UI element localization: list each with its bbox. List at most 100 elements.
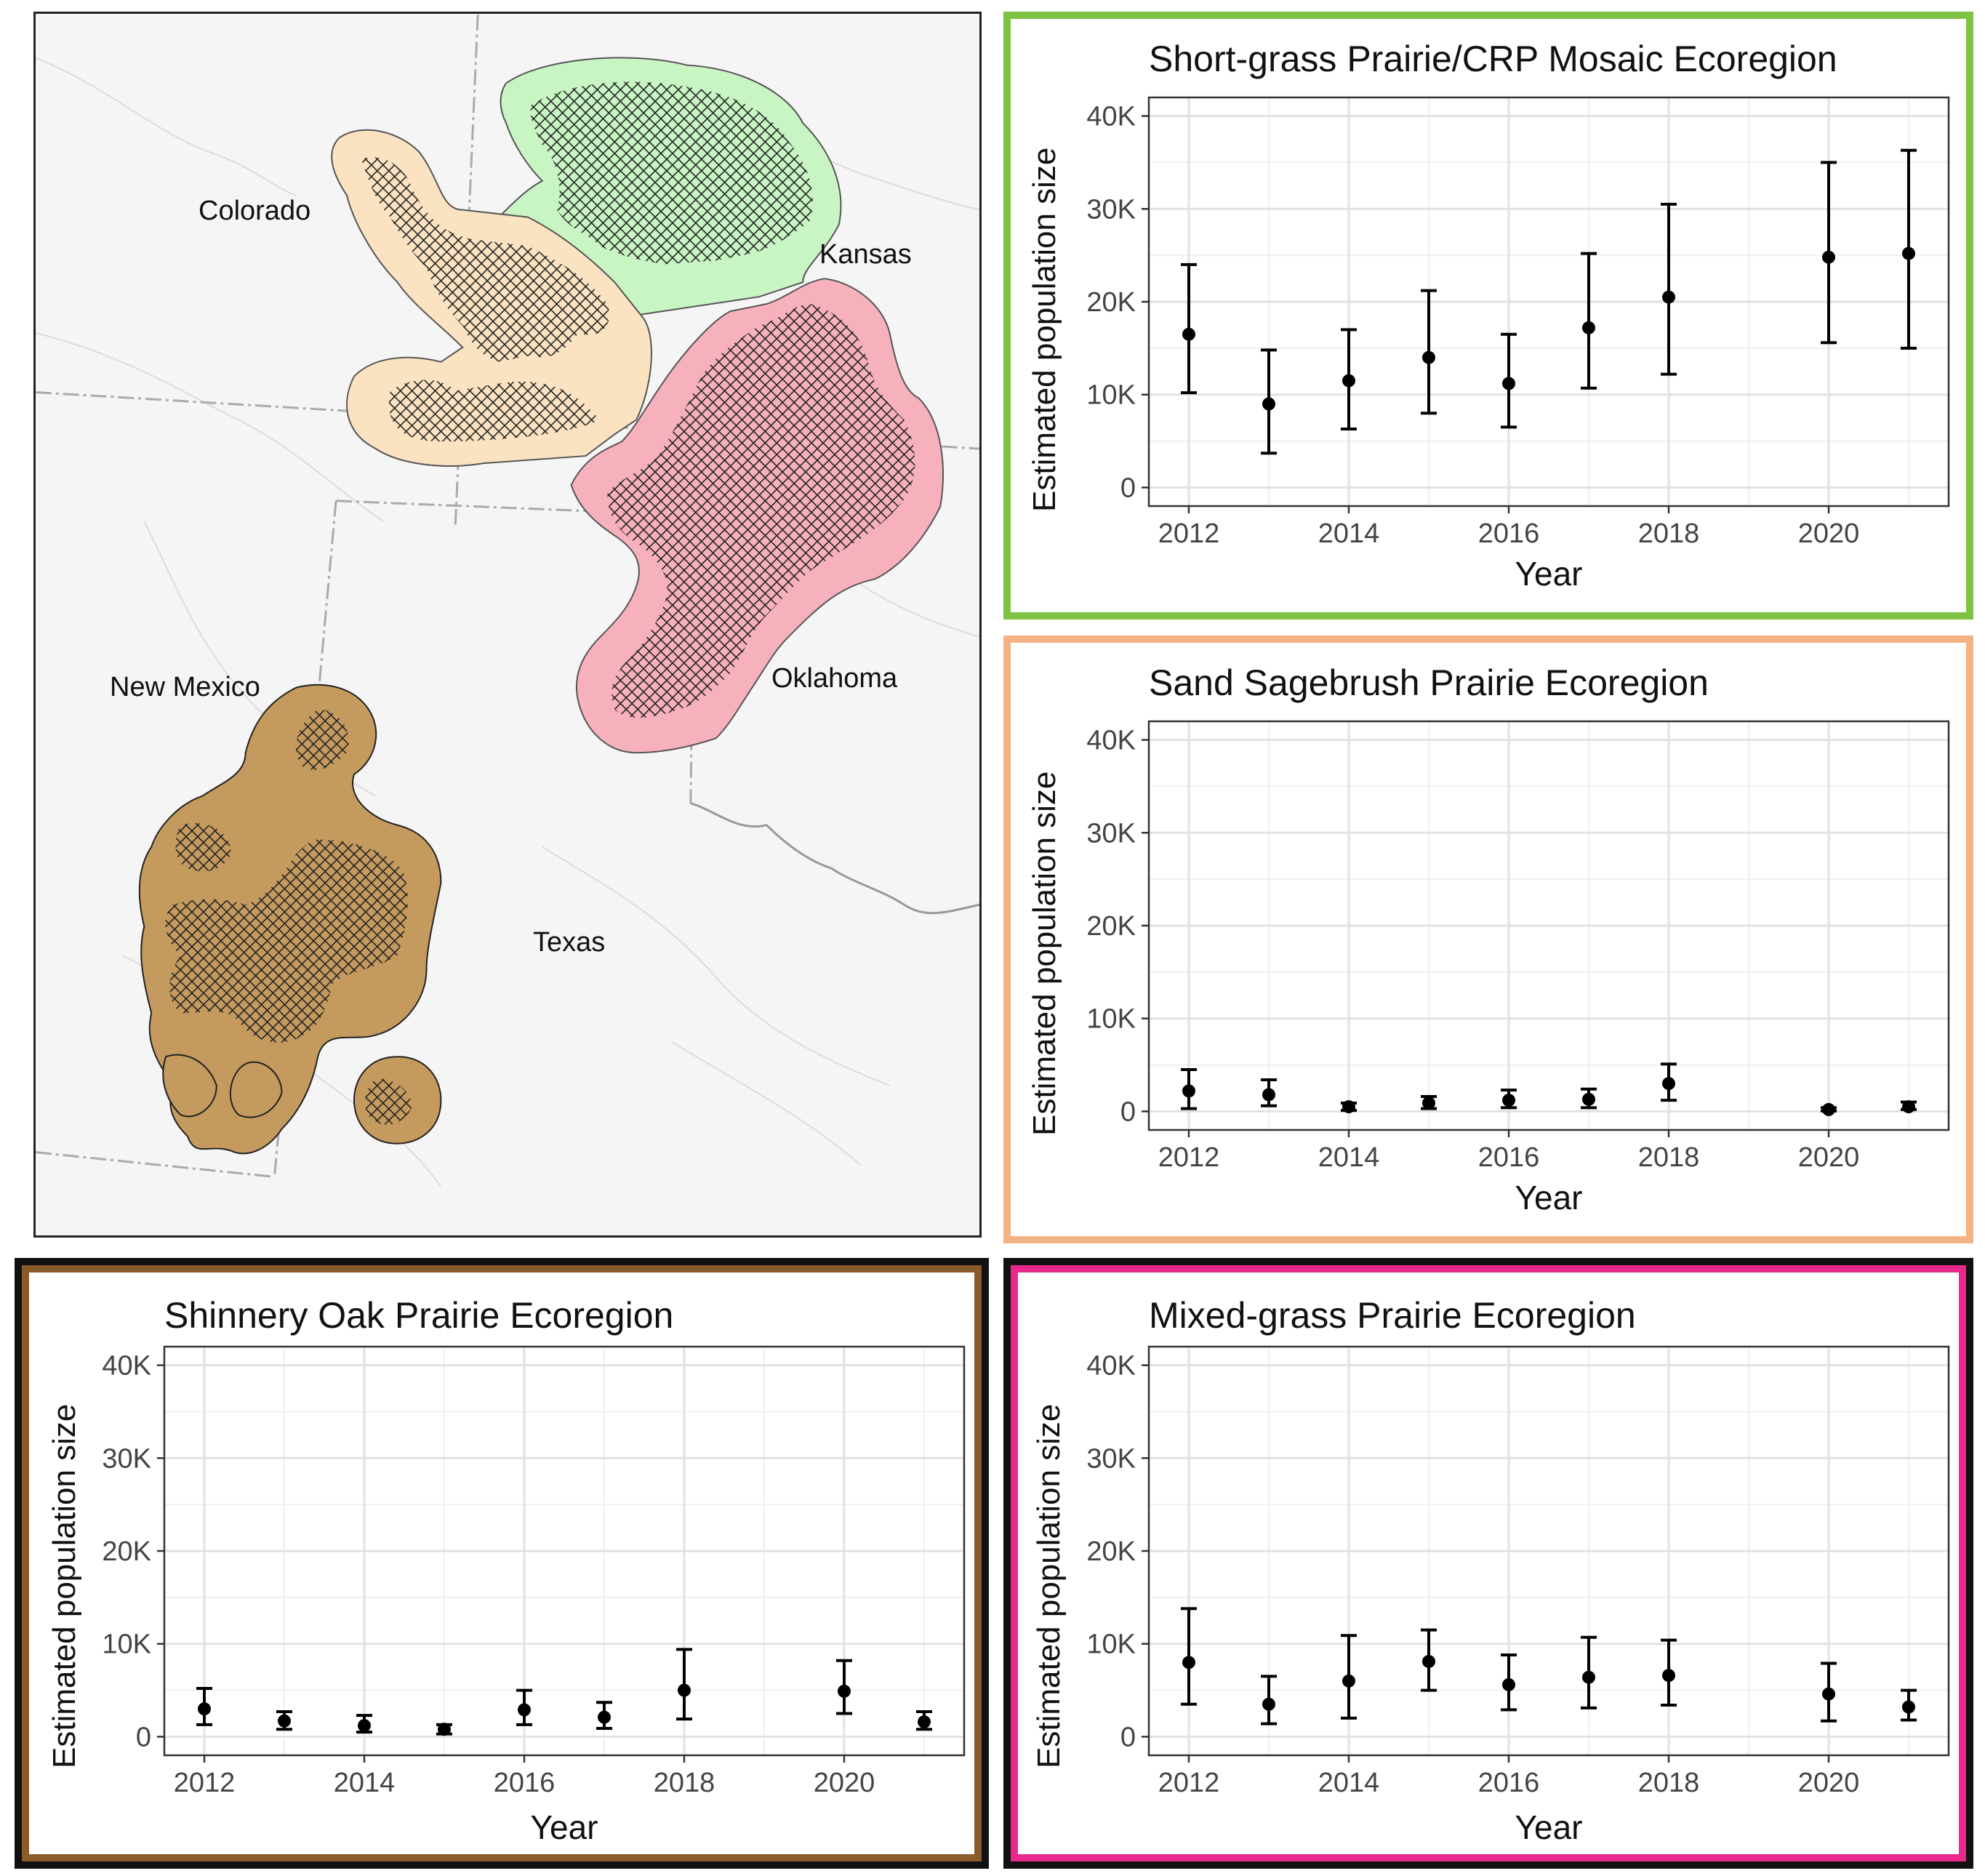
y-axis-title: Estimated population size: [1027, 147, 1062, 512]
x-tick-label: 2014: [1318, 1142, 1380, 1173]
data-point: [1662, 1077, 1675, 1091]
y-tick-label: 30K: [102, 1443, 151, 1474]
x-tick-label: 2020: [1798, 1142, 1860, 1173]
x-axis-title: Year: [1515, 555, 1583, 593]
y-tick-label: 0: [1120, 473, 1136, 503]
data-point: [1502, 1677, 1515, 1691]
y-tick-label: 0: [1120, 1097, 1136, 1127]
data-point: [1182, 327, 1195, 341]
x-tick-label: 2014: [1318, 1768, 1380, 1798]
chart-plot-mixed-grass: 2012 2014 2016 2018 2020 0 10K 20K 30K 40K: [1086, 1345, 1950, 1798]
data-point: [1262, 1088, 1275, 1102]
y-axis-title: Estimated population size: [1031, 1403, 1067, 1768]
data-point: [918, 1715, 931, 1729]
data-point: [1182, 1084, 1195, 1098]
x-tick-label: 2016: [1478, 1768, 1540, 1798]
x-tick-label: 2020: [814, 1768, 875, 1798]
data-point: [1662, 290, 1675, 304]
data-point: [1582, 1092, 1595, 1106]
y-axis-title: Estimated population size: [47, 1403, 82, 1768]
y-tick-label: 0: [136, 1722, 151, 1752]
data-point: [198, 1702, 211, 1716]
data-point: [1582, 1670, 1595, 1684]
x-tick-label: 2018: [1638, 1768, 1700, 1798]
data-point: [1342, 1100, 1355, 1114]
data-point: [1502, 377, 1515, 390]
y-tick-label: 20K: [1086, 287, 1136, 318]
chart-panel-shinnery-oak: 2012 2014 2016 2018 2020 0 10K 20K 30K 40K Shinne…: [15, 1258, 989, 1869]
label-kansas: Kansas: [819, 239, 912, 270]
data-point: [518, 1703, 531, 1717]
chart-panel-sand-sagebrush: 2012 2014 2016 2018 2020 0 10K 20K 30K 40K Sand S…: [1003, 636, 1973, 1243]
chart-panel-mixed-grass: 2012 2014 2016 2018 2020 0 10K 20K 30K 40K Mixed-…: [1003, 1258, 1973, 1869]
data-point: [358, 1719, 371, 1733]
y-tick-label: 30K: [1086, 1443, 1136, 1474]
label-oklahoma: Oklahoma: [771, 663, 898, 694]
y-tick-label: 40K: [1086, 1351, 1136, 1382]
data-point: [598, 1710, 611, 1724]
data-point: [1902, 246, 1915, 260]
y-tick-label: 20K: [1086, 1536, 1136, 1567]
y-tick-label: 30K: [1086, 818, 1136, 849]
data-point: [438, 1723, 451, 1736]
x-tick-label: 2018: [1638, 1142, 1700, 1173]
y-tick-label: 0: [1120, 1722, 1136, 1752]
chart-title: Mixed-grass Prairie Ecoregion: [1149, 1295, 1636, 1336]
x-tick-label: 2016: [494, 1768, 556, 1798]
x-tick-label: 2018: [1638, 518, 1700, 549]
data-point: [1262, 397, 1275, 411]
data-point: [1342, 374, 1355, 388]
chart-plot-sand-sagebrush: 2012 2014 2016 2018 2020 0 10K 20K 30K 40K: [1086, 720, 1950, 1173]
y-tick-label: 20K: [1086, 911, 1136, 942]
data-point: [1182, 1656, 1195, 1669]
data-point: [1902, 1100, 1915, 1114]
red-river-border: [690, 802, 979, 915]
chart-panel-short-grass: 2012 2014 2016 2018 2020 0 10K 20K 30K 40K Short-…: [1003, 12, 1973, 620]
data-point: [1502, 1094, 1515, 1107]
x-axis-title: Year: [1515, 1808, 1583, 1846]
data-point: [1582, 321, 1595, 334]
range-map-canvas: [36, 14, 979, 1187]
label-texas: Texas: [533, 927, 606, 958]
data-point: [1262, 1697, 1275, 1711]
y-axis-title: Estimated population size: [1027, 771, 1062, 1136]
x-axis-title: Year: [1515, 1179, 1583, 1216]
x-axis-title: Year: [530, 1808, 598, 1846]
x-tick-label: 2016: [1478, 518, 1540, 549]
y-tick-label: 40K: [1086, 726, 1136, 756]
y-tick-label: 10K: [1086, 380, 1136, 411]
y-tick-label: 10K: [102, 1630, 151, 1660]
x-tick-label: 2020: [1798, 518, 1860, 549]
y-tick-label: 30K: [1086, 194, 1136, 225]
chart-plot-shinnery-oak: 2012 2014 2016 2018 2020 0 10K 20K 30K 40K: [102, 1345, 966, 1798]
label-colorado: Colorado: [198, 196, 311, 226]
data-point: [1822, 1687, 1835, 1701]
y-tick-label: 10K: [1086, 1004, 1136, 1035]
x-tick-label: 2016: [1478, 1142, 1540, 1173]
x-tick-label: 2012: [1158, 1768, 1220, 1798]
data-point: [1342, 1674, 1355, 1688]
data-point: [838, 1684, 851, 1698]
x-tick-label: 2014: [1318, 518, 1380, 549]
chart-title: Sand Sagebrush Prairie Ecoregion: [1149, 662, 1709, 703]
data-point: [1662, 1669, 1675, 1683]
x-tick-label: 2012: [174, 1768, 236, 1798]
data-point: [1902, 1700, 1915, 1714]
data-point: [1422, 1096, 1435, 1110]
data-point: [678, 1683, 691, 1697]
chart-title: Shinnery Oak Prairie Ecoregion: [164, 1295, 674, 1336]
chart-plot-short-grass: 2012 2014 2016 2018 2020 0 10K 20K 30K 40K: [1086, 96, 1950, 549]
label-new-mexico: New Mexico: [110, 672, 260, 702]
region-sand-sagebrush: [331, 129, 652, 467]
data-point: [1422, 1654, 1435, 1668]
data-point: [1822, 250, 1835, 264]
region-mixed-grass: [570, 278, 944, 754]
y-tick-label: 10K: [1086, 1630, 1136, 1660]
region-shinnery-oak: [138, 684, 442, 1155]
x-tick-label: 2014: [334, 1768, 396, 1798]
y-tick-label: 20K: [102, 1536, 151, 1567]
y-tick-label: 40K: [1086, 102, 1136, 132]
data-point: [1422, 350, 1435, 364]
x-tick-label: 2020: [1798, 1768, 1860, 1798]
data-point: [1822, 1102, 1835, 1116]
